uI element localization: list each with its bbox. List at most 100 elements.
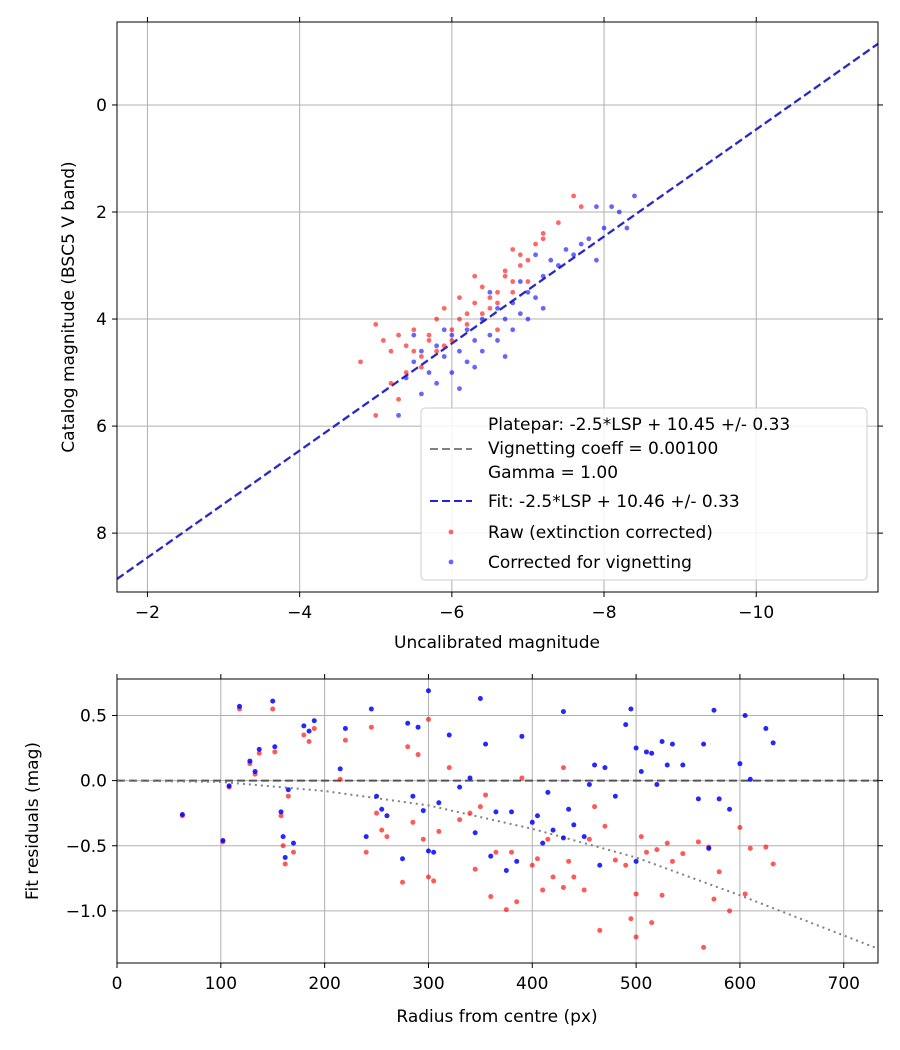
top-corrected-point <box>479 316 485 322</box>
bottom-raw-point <box>420 836 426 842</box>
bottom-corrected-point <box>285 787 291 793</box>
bottom-raw-point <box>716 869 722 875</box>
top-raw-point <box>495 289 500 295</box>
bottom-corrected-point <box>368 706 374 712</box>
top-corrected-point <box>495 338 500 343</box>
bottom-raw-point <box>566 858 572 864</box>
top-corrected-point <box>586 236 592 242</box>
top-raw-point <box>555 220 561 226</box>
bottom-raw-point <box>379 827 385 833</box>
bottom-raw-point <box>503 907 509 913</box>
bottom-corrected-point <box>628 706 634 712</box>
bottom-y-axis-label: Fit residuals (mag) <box>23 742 43 900</box>
top-raw-point <box>419 364 424 370</box>
bottom-raw-point <box>669 858 675 864</box>
top-corrected-point <box>601 225 607 231</box>
bottom-chart: 0 100 200 300 400 500 600 700 0.5 0.0 −0.5 −1.0 Ra… <box>23 674 883 1027</box>
top-corrected-point <box>449 332 455 338</box>
bottom-raw-point <box>301 732 307 738</box>
bottom-raw-point <box>410 819 416 825</box>
bottom-raw-point <box>612 857 618 863</box>
bottom-raw-point <box>597 927 603 933</box>
bottom-raw-point <box>763 844 769 850</box>
bottom-raw-point <box>529 862 535 868</box>
bottom-corrected-point <box>716 796 722 802</box>
bottom-corrected-point <box>597 862 603 868</box>
top-raw-point <box>517 263 523 268</box>
top-corrected-point <box>510 327 516 333</box>
top-y-tick-label: 4 <box>96 310 107 330</box>
top-y-tick-label: 6 <box>96 417 107 437</box>
top-x-ticks: −2 −4 −6 −8 −10 <box>135 17 774 623</box>
top-raw-point <box>502 273 508 279</box>
top-raw-point <box>441 343 447 349</box>
top-fit-lines <box>117 42 878 580</box>
top-raw-point <box>388 380 394 386</box>
bottom-raw-point <box>602 823 608 829</box>
top-y-ticks: 0 2 4 6 8 <box>96 96 883 544</box>
top-raw-point <box>396 332 401 338</box>
top-x-tick-label: −4 <box>287 603 312 623</box>
bottom-raw-point <box>374 810 380 816</box>
bottom-raw-point <box>560 884 566 890</box>
top-raw-point <box>426 332 432 338</box>
bottom-corrected-point <box>581 834 587 840</box>
bottom-corrected-point <box>602 765 608 771</box>
bottom-raw-point <box>550 874 556 880</box>
bottom-corrected-point <box>363 834 369 840</box>
bottom-corrected-point <box>592 762 598 768</box>
top-raw-point <box>479 311 485 317</box>
bottom-raw-point <box>278 813 284 819</box>
top-raw-point <box>495 300 500 306</box>
top-corrected-point <box>510 300 516 306</box>
bottom-corrected-point <box>301 723 307 729</box>
bottom-corrected-point <box>550 827 556 833</box>
bottom-corrected-point <box>431 849 437 855</box>
top-raw-point <box>388 348 394 354</box>
bottom-y-tick-label: 0.5 <box>80 706 107 726</box>
bottom-corrected-point <box>278 809 284 815</box>
top-corrected-point <box>525 316 531 322</box>
bottom-raw-point <box>425 716 431 722</box>
bottom-raw-point <box>272 749 278 755</box>
bottom-corrected-point <box>280 834 286 840</box>
top-plot-frame <box>116 21 879 593</box>
top-raw-point <box>411 348 417 354</box>
bottom-corrected-point <box>737 761 743 767</box>
bottom-x-axis-label: Radius from centre (px) <box>396 1007 597 1027</box>
bottom-raw-point <box>770 861 776 867</box>
bottom-x-tick-label: 700 <box>828 974 860 994</box>
bottom-corrected-point <box>179 811 185 817</box>
bottom-corrected-point <box>571 822 577 828</box>
bottom-corrected-point <box>680 762 686 768</box>
bottom-corrected-point <box>379 806 385 812</box>
top-raw-point <box>403 370 409 375</box>
bottom-corrected-point <box>643 749 649 755</box>
legend-corrected-marker <box>448 559 454 565</box>
top-raw-point <box>449 338 455 343</box>
bottom-x-tick-label: 200 <box>308 974 340 994</box>
bottom-raw-point <box>488 894 494 900</box>
bottom-corrected-point <box>711 707 717 713</box>
top-raw-point <box>510 289 516 295</box>
top-corrected-point <box>449 370 455 375</box>
bottom-raw-point <box>534 856 540 862</box>
bottom-raw-point <box>363 849 369 855</box>
top-corrected-point <box>441 327 447 333</box>
bottom-corrected-point <box>633 745 639 751</box>
bottom-corrected-point <box>706 845 712 851</box>
bottom-raw-point <box>545 836 551 842</box>
top-raw-point <box>464 311 470 317</box>
top-raw-point <box>419 354 424 359</box>
bottom-corrected-point <box>664 762 670 768</box>
top-raw-point <box>487 295 493 301</box>
bottom-raw-point <box>711 896 717 902</box>
bottom-corrected-point <box>747 776 753 782</box>
bottom-corrected-point <box>695 796 701 802</box>
bottom-corrected-point <box>586 782 592 788</box>
bottom-corrected-point <box>488 853 494 859</box>
top-corrected-point <box>419 391 424 397</box>
bottom-raw-point <box>425 874 431 880</box>
bottom-raw-point <box>280 843 286 849</box>
bottom-x-tick-label: 500 <box>620 974 652 994</box>
